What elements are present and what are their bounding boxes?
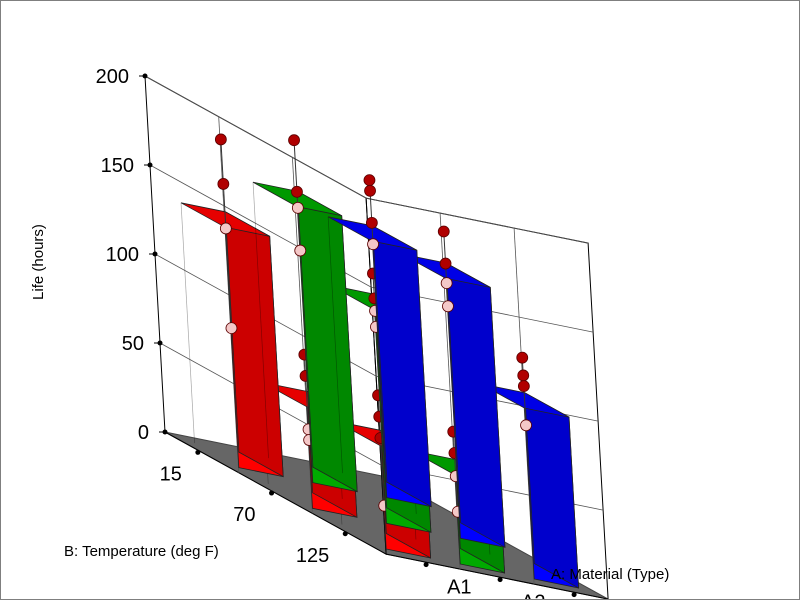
bar-A3-15 [327, 174, 432, 508]
x-axis-title: A: Material (Type) [551, 566, 669, 583]
observation-point [363, 174, 376, 187]
b-tick-label: 125 [296, 545, 329, 567]
z-tick-label: 150 [101, 155, 134, 177]
observation-point [294, 244, 307, 257]
a-tick-dot [571, 592, 577, 598]
observation-point [291, 185, 303, 198]
z-tick-dot [147, 162, 153, 168]
observation-point [442, 300, 454, 313]
bar-hidden-edge [327, 216, 343, 474]
observation-point [517, 380, 530, 393]
observation-point [517, 369, 530, 382]
bar-hidden-edge [180, 202, 195, 444]
observation-point [520, 419, 532, 432]
a-tick-dot [423, 562, 429, 568]
bar-A3-125 [479, 351, 580, 589]
z-tick-label: 50 [122, 333, 144, 355]
observation-point [367, 238, 379, 251]
observation-point [219, 222, 232, 235]
observation-point [437, 225, 450, 238]
y-axis-title: B: Temperature (deg F) [64, 543, 219, 560]
z-tick-dot [152, 251, 158, 257]
observation-point [364, 184, 376, 197]
z-tick-dot [162, 429, 168, 435]
bar-A3-70 [401, 225, 506, 549]
b-tick-dot [269, 490, 275, 496]
a-tick-dot [497, 577, 503, 583]
a-tick-label: A1 [447, 577, 471, 599]
chart-labels: Life (hours) B: Temperature (deg F) A: M… [30, 66, 669, 600]
b-tick-dot [342, 531, 348, 537]
bar-hidden-edge [252, 182, 269, 459]
z-tick-label: 100 [106, 244, 139, 266]
observation-point [217, 178, 230, 190]
z-tick-dot [157, 340, 163, 346]
bar-side-face [296, 190, 358, 493]
z-tick-label: 200 [96, 66, 129, 88]
z-axis-title: Life (hours) [30, 224, 47, 300]
chart-bars [180, 133, 580, 589]
bar-A1-15 [180, 133, 284, 478]
observation-point [214, 133, 227, 146]
a-tick-label: A2 [521, 592, 545, 600]
bar-A2-15 [252, 134, 358, 493]
observation-point [291, 201, 304, 214]
observation-point [439, 257, 452, 270]
observation-point [288, 134, 300, 147]
observation-point [365, 216, 378, 229]
observation-point [440, 277, 453, 290]
observation-point [225, 322, 238, 335]
bar-side-face [445, 262, 506, 549]
observation-point [516, 351, 529, 364]
z-tick-dot [142, 73, 148, 79]
bar-side-face [224, 211, 284, 478]
b-tick-label: 70 [233, 504, 255, 526]
z-tick-label: 0 [138, 422, 149, 444]
b-tick-dot [195, 449, 201, 455]
b-tick-label: 15 [160, 463, 182, 485]
